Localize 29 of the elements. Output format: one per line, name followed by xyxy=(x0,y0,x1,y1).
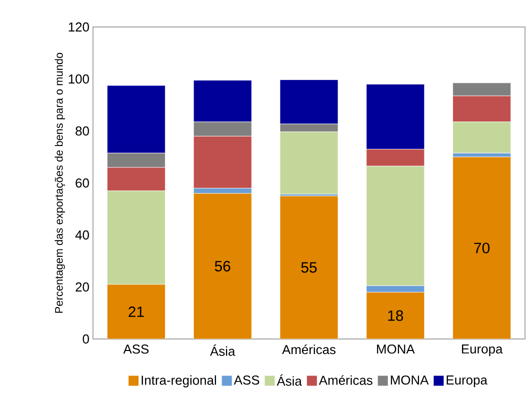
x-tick-label: ASS xyxy=(123,344,149,354)
data-label: 55 xyxy=(301,262,317,273)
y-tick-label: 40 xyxy=(75,230,89,240)
y-tick-label: 20 xyxy=(76,282,89,292)
y-axis-title: Percentagem das exportações de bens para o mundo xyxy=(54,52,66,313)
legend-label: MONA xyxy=(390,375,429,385)
bar xyxy=(366,292,424,339)
legend-label: Ásia xyxy=(276,374,302,386)
y-tick-label: 60 xyxy=(76,178,89,188)
x-tick-label: Europa xyxy=(462,344,503,356)
bar xyxy=(194,193,252,339)
x-tick-label: MONA xyxy=(377,344,415,354)
data-label: 21 xyxy=(128,306,144,317)
x-tick-label: Américas xyxy=(282,344,336,354)
data-label: 70 xyxy=(474,242,490,254)
y-tick-label: 100 xyxy=(68,74,89,84)
x-tick-label: Ásia xyxy=(210,344,236,356)
y-tick-label: 0 xyxy=(82,334,89,344)
bar xyxy=(280,196,338,339)
legend-label: ASS xyxy=(234,375,260,385)
data-label: 56 xyxy=(214,260,230,272)
data-label: 18 xyxy=(388,310,404,321)
legend-label: Américas xyxy=(318,375,372,385)
legend-label: Intra-regional xyxy=(142,375,216,388)
y-tick-label: 80 xyxy=(76,126,89,136)
bar xyxy=(107,284,166,339)
legend-label: Europa xyxy=(446,376,488,388)
bar xyxy=(452,156,512,339)
y-tick-label: 120 xyxy=(68,22,89,32)
